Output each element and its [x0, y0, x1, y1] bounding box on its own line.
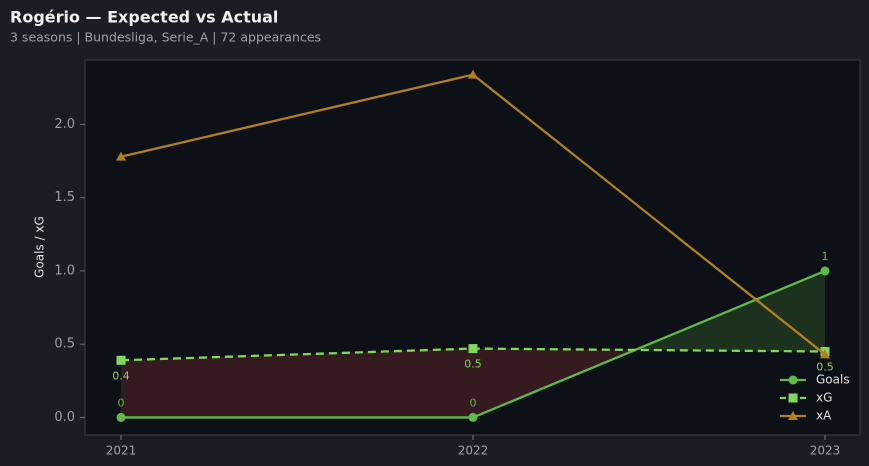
point [116, 355, 126, 365]
y-tick-label: 0.5 [54, 337, 75, 352]
point [820, 349, 830, 359]
x-tick-label: 2022 [458, 444, 489, 458]
y-tick-label: 1.5 [54, 190, 75, 205]
point [468, 412, 478, 422]
value-label: 0 [118, 396, 125, 409]
legend-label: xG [816, 391, 832, 405]
legend-marker [788, 375, 798, 385]
y-tick-label: 1.0 [54, 263, 75, 278]
fill-under [121, 348, 473, 418]
legend-label: Goals [816, 373, 850, 387]
value-label: 0.4 [112, 369, 130, 382]
plot-area [84, 59, 861, 436]
y-tick-label: 2.0 [54, 117, 75, 132]
value-label: 1 [822, 250, 829, 263]
chart-subtitle: 3 seasons | Bundesliga, Serie_A | 72 app… [10, 30, 321, 45]
legend-label: xA [816, 409, 832, 423]
point [820, 266, 830, 276]
x-tick-label: 2021 [106, 444, 137, 458]
point [116, 412, 126, 422]
point [468, 69, 478, 79]
x-tick-label: 2023 [810, 444, 841, 458]
chart-title: Rogério — Expected vs Actual [10, 8, 278, 27]
value-label: 0.5 [816, 361, 834, 374]
y-axis-label: Goals / xG [33, 216, 47, 278]
value-label: 0.5 [464, 358, 482, 371]
legend-marker [788, 411, 798, 420]
value-label: 0 [470, 396, 477, 409]
legend-marker [788, 393, 798, 403]
y-tick-label: 0.0 [54, 410, 75, 425]
point [116, 151, 126, 161]
point [468, 344, 478, 354]
